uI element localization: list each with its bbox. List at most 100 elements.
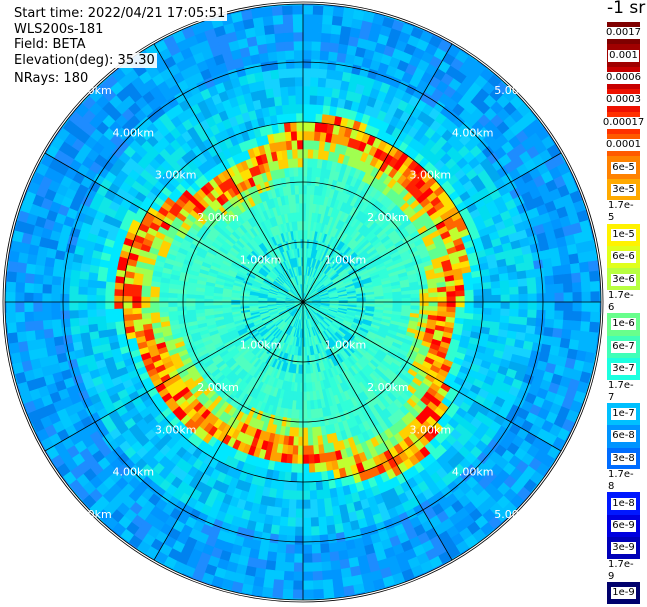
range-gate [267,542,278,553]
range-gate [559,254,571,267]
range-gate [572,153,587,169]
range-gate [331,15,344,27]
range-gate [599,301,601,314]
range-gate [140,306,151,314]
range-gate [500,301,511,310]
range-gate [536,293,547,303]
range-gate [316,95,325,106]
range-gate [500,294,511,303]
range-gate [464,307,475,315]
range-gate [508,316,519,325]
range-gate [550,116,565,132]
range-gate [310,526,320,537]
range-gate [589,321,600,334]
range-gate [6,321,17,334]
range-gate [545,310,556,320]
range-gate [561,328,572,340]
range-gate [302,67,312,78]
range-gate [271,515,281,527]
range-gate [302,94,311,105]
range-gate [473,289,484,297]
range-gate [42,274,53,285]
range-gate [335,532,346,543]
range-gate [78,278,89,288]
range-gate [374,298,385,303]
range-gate [417,9,432,23]
range-gate [131,307,142,315]
range-gate [164,576,179,591]
range-gate [536,309,547,320]
range-gate [95,287,106,296]
range-gate [302,427,309,438]
range-gate [263,569,276,580]
range-gate [455,301,466,309]
range-gate [318,59,329,70]
range-gate [587,260,599,273]
range-gate [577,426,592,441]
range-gate [581,291,592,303]
range-gate [552,327,563,339]
range-gate [271,588,284,599]
range-gate [43,265,54,277]
range-gate [15,271,26,283]
range-gate [589,270,600,283]
range-gate [563,310,574,322]
range-gate [275,552,286,563]
range-gate [297,436,304,447]
range-gate [10,416,24,431]
range-gate [543,481,559,497]
range-gate [419,292,430,299]
range-gate [77,309,88,319]
range-gate [302,40,313,51]
range-gate [508,279,519,288]
range-gate [376,4,391,9]
range-gate [52,327,63,338]
range-gate [104,294,115,303]
range-gate [131,289,142,297]
range-gate [543,107,559,123]
range-gate [590,301,601,313]
range-gate [59,293,70,303]
range-gate [158,306,169,313]
range-gate [417,581,432,595]
range-gate [436,286,447,293]
range-gate [33,273,44,285]
range-gate [436,18,452,33]
range-gate [302,544,313,555]
range-gate [32,282,43,294]
range-gate [527,309,538,319]
range-gate [150,311,161,319]
range-gate [302,463,310,474]
range-gate [284,553,295,564]
range-gate [167,306,178,312]
range-gate [473,307,484,315]
range-gate [293,562,304,573]
range-gate [340,25,352,37]
range-gate [318,68,328,79]
range-gate [568,253,580,265]
range-gate [312,570,323,582]
range-gate [302,562,313,573]
range-gate [312,579,324,591]
range-gate [563,301,574,312]
range-gate [455,295,466,303]
range-gate [69,325,81,335]
range-gate [518,301,529,311]
range-gate [174,581,189,595]
range-gate [446,296,457,303]
range-gate [302,130,310,141]
range-gate [86,301,97,310]
range-gate [79,331,91,342]
range-gate [122,295,133,303]
range-gate [140,301,151,309]
range-gate [69,317,80,327]
range-gate [105,314,116,324]
range-gate [309,103,318,114]
range-gate [524,261,536,272]
range-gate [310,535,321,546]
range-gate [330,24,343,35]
range-gate [419,301,430,307]
range-gate [545,284,556,294]
range-gate [302,490,311,501]
range-gate [473,40,489,55]
